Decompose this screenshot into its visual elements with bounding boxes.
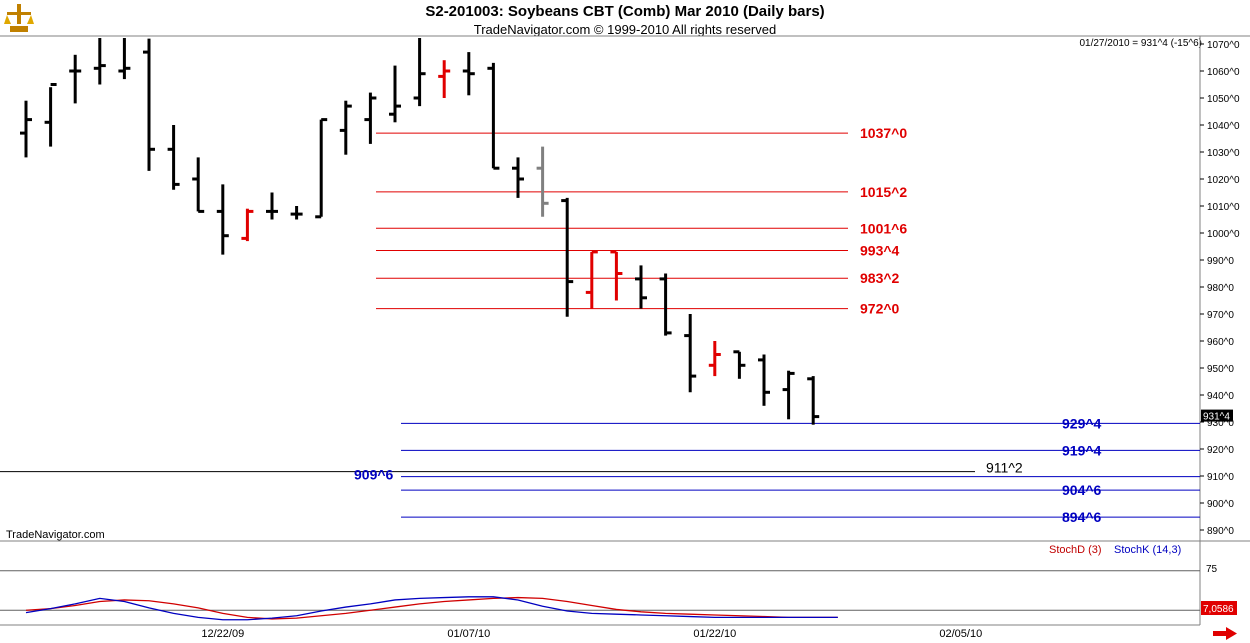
chart-subtitle: TradeNavigator.com © 1999-2010 All right…	[473, 22, 777, 37]
stoch-value-tag-bg	[1201, 601, 1237, 615]
y-tick-label: 960^0	[1207, 337, 1234, 348]
level-label: 993^4	[860, 243, 900, 259]
stoch-line	[25, 596, 838, 621]
y-tick-label: 930^0	[1207, 418, 1234, 429]
y-tick-label: 1010^0	[1207, 202, 1240, 213]
level-label: 972^0	[860, 301, 900, 317]
y-tick-label: 900^0	[1207, 499, 1234, 510]
last-price-tag-bg	[1201, 409, 1233, 422]
stochk-label: StochK (14,3)	[1114, 544, 1182, 556]
y-tick-label: 1030^0	[1207, 148, 1240, 159]
y-tick-label: 950^0	[1207, 364, 1234, 375]
stoch-line	[25, 596, 838, 620]
stoch-level-75: 75	[1206, 564, 1218, 575]
y-tick-label: 1060^0	[1207, 67, 1240, 78]
y-tick-label: 1050^0	[1207, 94, 1240, 105]
last-quote: 01/27/2010 = 931^4 (-15^6)	[1079, 38, 1202, 49]
y-tick-label: 920^0	[1207, 445, 1234, 456]
y-tick-label: 1070^0	[1207, 40, 1240, 51]
y-tick-label: 1020^0	[1207, 175, 1240, 186]
y-tick-label: 1040^0	[1207, 121, 1240, 132]
x-tick-label: 01/22/10	[693, 628, 736, 640]
level-label: 929^4	[1062, 415, 1102, 431]
stochd-label: StochD (3)	[1049, 544, 1102, 556]
watermark: TradeNavigator.com	[6, 529, 105, 541]
x-tick-label: 01/07/10	[447, 628, 490, 640]
level-label: 1015^2	[860, 184, 907, 200]
level-label: 919^4	[1062, 442, 1102, 458]
level-label: 911^2	[986, 460, 1023, 476]
level-label: 894^6	[1062, 509, 1102, 525]
y-tick-label: 890^0	[1207, 526, 1234, 537]
y-tick-label: 940^0	[1207, 391, 1234, 402]
y-tick-label: 980^0	[1207, 283, 1234, 294]
x-tick-label: 02/05/10	[939, 628, 982, 640]
y-tick-label: 970^0	[1207, 310, 1234, 321]
stoch-value-tag: 7,0586	[1203, 604, 1234, 615]
scroll-right-arrow-icon[interactable]	[1212, 627, 1238, 640]
y-tick-label: 910^0	[1207, 472, 1234, 483]
last-price-tag: 931^4	[1203, 412, 1230, 423]
y-tick-label: 990^0	[1207, 256, 1234, 267]
level-label: 904^6	[1062, 482, 1102, 498]
chart-title: S2-201003: Soybeans CBT (Comb) Mar 2010 …	[425, 3, 825, 20]
y-tick-label: 1000^0	[1207, 229, 1240, 240]
level-label: 1037^0	[860, 125, 907, 141]
x-tick-label: 12/22/09	[201, 628, 244, 640]
level-label: 909^6	[354, 467, 394, 483]
level-label: 1001^6	[860, 220, 907, 236]
level-label: 983^2	[860, 270, 900, 286]
trade-navigator-logo	[4, 4, 34, 32]
